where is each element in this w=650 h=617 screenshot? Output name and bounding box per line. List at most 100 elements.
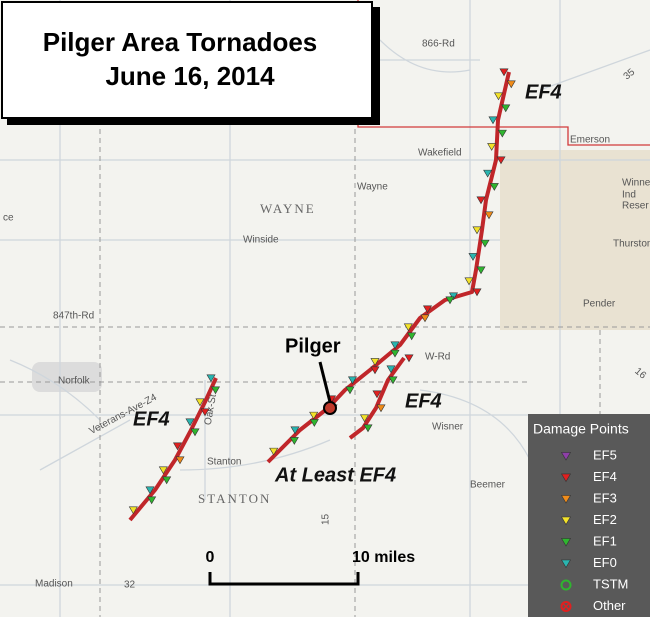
damage-point (289, 437, 299, 445)
damage-point (472, 226, 482, 235)
damage-point (185, 418, 195, 427)
damage-point (370, 358, 380, 366)
place-label: Emerson (570, 135, 610, 146)
legend-label: TSTM (593, 576, 628, 591)
legend-panel (528, 414, 650, 617)
legend-label: EF2 (593, 512, 617, 527)
place-label: Pender (583, 299, 616, 310)
track-line (266, 71, 511, 464)
damage-point (347, 376, 358, 385)
damage-point (390, 341, 400, 350)
legend: Damage Points EF5 EF4 EF3 EF2 EF1 EF0 TSTM Othe… (528, 414, 650, 617)
damage-point (158, 466, 168, 475)
damage-point (560, 516, 572, 526)
legend-label: Other (593, 598, 626, 613)
damage-point (488, 116, 498, 125)
legend-marker (560, 601, 572, 612)
track-label: EF4 (525, 81, 562, 103)
place-label: Thurston (613, 239, 650, 250)
damage-point (560, 452, 572, 461)
place-label: Wayne (357, 182, 388, 193)
damage-point (484, 211, 494, 220)
place-label: Beemer (470, 480, 506, 491)
damage-point (506, 80, 516, 89)
damage-point (309, 411, 319, 420)
damage-point (376, 404, 386, 413)
town-callout: Pilger (285, 335, 341, 357)
damage-point (269, 447, 279, 456)
title-line: June 16, 2014 (105, 61, 275, 91)
damage-point (489, 183, 499, 191)
legend-label: EF0 (593, 555, 617, 570)
legend-label: EF3 (593, 490, 617, 505)
legend-label: EF4 (593, 469, 617, 484)
pilger-marker (323, 401, 337, 415)
damage-point (560, 495, 572, 504)
damage-point (309, 419, 319, 427)
county-label: STANTON (198, 491, 271, 506)
urban-area (32, 362, 102, 392)
road-label: 15 (321, 513, 332, 525)
title-line: Pilger Area Tornadoes (43, 27, 318, 57)
title-panel (1, 1, 373, 119)
track-line (128, 377, 218, 522)
damage-point (404, 354, 414, 363)
damage-point (448, 292, 459, 301)
damage-point (172, 442, 183, 451)
legend-title: Damage Points (533, 421, 629, 437)
reservation-area (500, 150, 650, 330)
damage-point (386, 365, 396, 374)
damage-point (175, 456, 185, 465)
damage-point (190, 428, 200, 437)
damage-point (496, 156, 506, 165)
place-label: Reser (622, 201, 649, 212)
damage-point (420, 314, 430, 323)
damage-point (128, 506, 138, 515)
damage-point (363, 424, 373, 433)
damage-point (464, 277, 474, 286)
scale-bar: 0 10 miles (206, 549, 415, 586)
damage-point (370, 366, 380, 375)
damage-point (560, 559, 572, 569)
damage-point (195, 398, 205, 407)
legend-marker-x (562, 602, 570, 611)
damage-point (147, 496, 157, 505)
place-label: Madison (35, 579, 73, 590)
legend-marker (560, 579, 572, 591)
place-label: Stanton (207, 457, 241, 468)
damage-point (476, 196, 486, 205)
place-label: Norfolk (58, 376, 91, 387)
track-label: EF4 (405, 390, 442, 412)
damage-point (497, 129, 507, 138)
place-label: ce (3, 213, 14, 224)
damage-point (345, 386, 355, 395)
damage-point (200, 408, 210, 417)
county-label: WAYNE (260, 201, 316, 216)
track-line (348, 356, 406, 440)
place-label: Winside (243, 235, 279, 246)
damage-point (422, 305, 433, 314)
track-label: At Least EF4 (274, 464, 396, 486)
damage-point (372, 390, 382, 399)
damage-point (468, 253, 478, 261)
title-box: Pilger Area Tornadoes June 16, 2014 (1, 1, 380, 125)
place-label: Ind (622, 190, 636, 201)
legend-label: EF1 (593, 533, 617, 548)
damage-point (560, 473, 572, 483)
damage-point (480, 239, 490, 248)
damage-point (290, 426, 300, 435)
legend-label: EF5 (593, 447, 617, 462)
road-label: 32 (124, 580, 136, 591)
tornado-tracks (128, 68, 516, 522)
place-label: Wakefield (418, 148, 462, 159)
damage-point (499, 68, 509, 77)
damage-point (388, 376, 398, 385)
place-label: Wisner (432, 422, 464, 433)
scale-start: 0 (206, 549, 215, 566)
damage-point (476, 266, 486, 275)
county-lines (0, 120, 650, 617)
place-label: W-Rd (425, 352, 450, 363)
place-label: 847th-Rd (53, 311, 94, 322)
damage-point (487, 143, 497, 151)
